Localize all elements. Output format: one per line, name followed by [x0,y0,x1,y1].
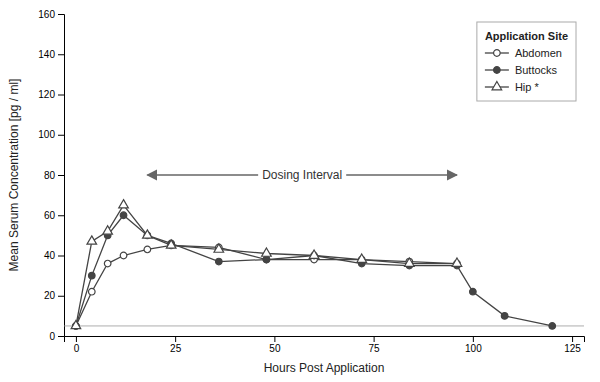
series-line [76,245,457,325]
y-tick-label: 60 [44,210,56,221]
point [120,252,127,259]
y-tick-label: 100 [38,129,55,140]
point [120,212,127,219]
y-tick-mark [58,54,64,55]
legend-box [477,22,576,101]
x-tick: 25 [170,336,182,354]
plot-area [64,200,584,330]
annotation: Dosing Interval [147,166,457,184]
series [73,242,461,329]
y-tick-mark [58,14,64,15]
annotation-background [258,166,346,184]
point [119,200,129,208]
x-tick-label: 25 [170,343,182,354]
legend: Application Site Abdomen Buttocks Hip * [477,22,576,101]
y-tick-label: 40 [44,250,56,261]
point [263,256,270,263]
legend-symbol [494,50,501,57]
x-tick-mark [76,336,77,342]
series-line [76,205,457,326]
x-tick-label: 50 [269,343,281,354]
point [309,250,319,258]
legend-item: Hip * [485,81,540,93]
x-axis-line [65,337,585,343]
x-tick-mark [175,336,176,342]
legend-label: Abdomen [515,47,562,59]
point [452,258,462,266]
y-tick-mark [58,296,64,297]
y-tick: 40 [44,250,64,261]
y-tick-label: 160 [38,9,55,20]
point [470,288,477,295]
y-tick-mark [58,135,64,136]
y-tick-label: 0 [49,331,55,342]
baseline [64,325,584,326]
annotation-text: Dosing Interval [262,168,342,182]
x-axis: 0 25 50 75 100 125 [65,336,585,354]
point [88,288,95,295]
y-tick: 60 [44,210,64,221]
point [501,313,508,320]
point [144,246,151,253]
point [71,320,81,328]
point [357,254,367,262]
x-tick: 100 [465,336,482,354]
x-tick: 125 [564,336,581,354]
y-tick: 120 [38,89,64,100]
y-tick: 80 [44,170,64,181]
legend-item: Buttocks [485,64,558,76]
y-tick-label: 80 [44,170,56,181]
x-tick-mark [374,336,375,342]
point [166,240,176,248]
x-tick-label: 75 [369,343,381,354]
x-tick: 0 [74,336,80,354]
point [405,258,415,266]
legend-symbol [494,67,501,74]
legend-label: Hip * [515,81,540,93]
x-tick-mark [572,336,573,342]
y-tick: 160 [38,9,64,20]
y-tick: 140 [38,49,64,60]
point [262,248,272,256]
y-axis: 0 20 40 60 80 100 120 140 160 [38,9,64,342]
y-tick-label: 120 [38,89,55,100]
y-tick-mark [58,215,64,216]
point [216,258,223,265]
legend-item: Abdomen [485,47,562,59]
x-tick-mark [473,336,474,342]
point [88,272,95,279]
y-tick: 0 [49,331,64,342]
y-tick-label: 140 [38,49,55,60]
y-axis-line [58,15,65,337]
y-tick-mark [58,95,64,96]
x-tick-mark [274,336,275,342]
series-line [76,215,552,326]
y-axis-title: Mean Serum Concentration [pg / ml] [7,79,21,272]
y-tick: 100 [38,129,64,140]
y-tick-mark [58,175,64,176]
y-tick-label: 20 [44,290,56,301]
point [103,226,113,234]
y-tick: 20 [44,290,64,301]
point [214,244,224,252]
point [87,236,97,244]
legend-symbol [492,81,502,89]
point [104,260,111,267]
x-tick-label: 100 [465,343,482,354]
point [549,323,556,330]
chart: 0 25 50 75 100 125 0 20 40 60 80 100 120 140 160 Hours … [0,0,600,382]
x-tick-label: 125 [564,343,581,354]
x-tick-label: 0 [74,343,80,354]
x-tick: 75 [369,336,381,354]
legend-label: Buttocks [515,64,558,76]
legend-title: Application Site [485,30,568,42]
x-tick: 50 [269,336,281,354]
series [71,200,462,329]
y-tick-mark [58,336,64,337]
y-tick-mark [58,256,64,257]
point [143,230,153,238]
series [73,212,556,329]
x-axis-title: Hours Post Application [264,361,385,375]
point [263,256,270,263]
